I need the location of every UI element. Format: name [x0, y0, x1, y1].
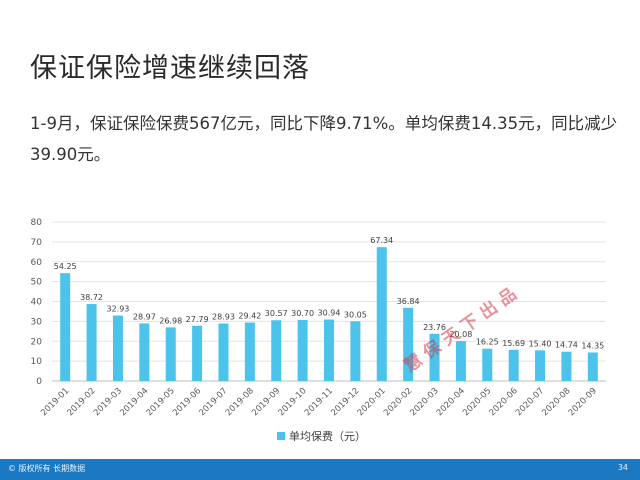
data-label: 28.93: [212, 313, 235, 322]
y-tick-label: 0: [36, 377, 42, 387]
bar: [403, 307, 414, 381]
data-label: 28.97: [133, 312, 156, 321]
bar: [112, 315, 123, 381]
y-tick-label: 50: [31, 278, 43, 288]
bar: [429, 333, 440, 381]
data-label: 36.84: [397, 297, 420, 306]
data-label: 15.40: [529, 339, 552, 348]
bar: [535, 350, 546, 381]
data-label: 14.35: [581, 341, 604, 350]
bar: [192, 325, 203, 381]
data-label: 26.98: [159, 316, 182, 325]
data-label: 15.69: [502, 339, 525, 348]
bar: [508, 349, 519, 381]
data-label: 16.25: [476, 338, 499, 347]
bar: [482, 348, 493, 381]
y-tick-label: 70: [31, 238, 43, 248]
data-label: 29.42: [238, 312, 261, 321]
page-title: 保证保险增速继续回落: [30, 53, 310, 84]
data-label: 30.70: [291, 309, 314, 318]
bar: [376, 247, 387, 381]
y-tick-label: 80: [31, 218, 43, 228]
legend-swatch: [277, 432, 285, 440]
y-tick-label: 30: [31, 317, 43, 327]
bar: [86, 304, 97, 381]
bar: [324, 319, 334, 381]
data-label: 30.94: [318, 309, 341, 318]
data-label: 32.93: [106, 305, 129, 314]
copyright-text: © 版权所有 长期数据: [8, 464, 86, 473]
bar: [455, 341, 466, 381]
bar: [165, 327, 176, 381]
summary-text: 1-9月，保证保险保费567亿元，同比下降9.71%。单均保费14.35元，同比…: [30, 114, 618, 164]
data-label: 27.79: [186, 315, 209, 324]
data-label: 38.72: [80, 293, 103, 302]
y-tick-label: 10: [31, 357, 43, 367]
x-tick-label: 2020-09: [567, 386, 599, 418]
bar: [218, 323, 229, 381]
bar: [587, 352, 598, 381]
data-label: 67.34: [370, 236, 393, 245]
bar: [561, 351, 572, 381]
data-label: 30.57: [265, 309, 288, 318]
y-tick-label: 60: [31, 258, 43, 268]
legend-label: 单均保费（元）: [289, 429, 366, 443]
footer-bar: © 版权所有 长期数据 34: [0, 459, 640, 480]
bar: [60, 273, 71, 381]
bar-chart: 0102030405060708054.252019-0138.722019-0…: [31, 218, 606, 443]
data-label: 54.25: [54, 262, 77, 271]
bar: [139, 323, 150, 381]
bar: [297, 319, 308, 381]
bar: [271, 320, 282, 381]
data-label: 30.05: [344, 310, 367, 319]
data-label: 23.76: [423, 323, 446, 332]
bar: [350, 321, 361, 381]
data-label: 20.08: [449, 330, 472, 339]
y-tick-label: 40: [31, 298, 43, 308]
bar: [244, 322, 255, 381]
data-label: 14.74: [555, 341, 578, 350]
page-number: 34: [617, 463, 628, 472]
y-tick-label: 20: [31, 337, 43, 347]
